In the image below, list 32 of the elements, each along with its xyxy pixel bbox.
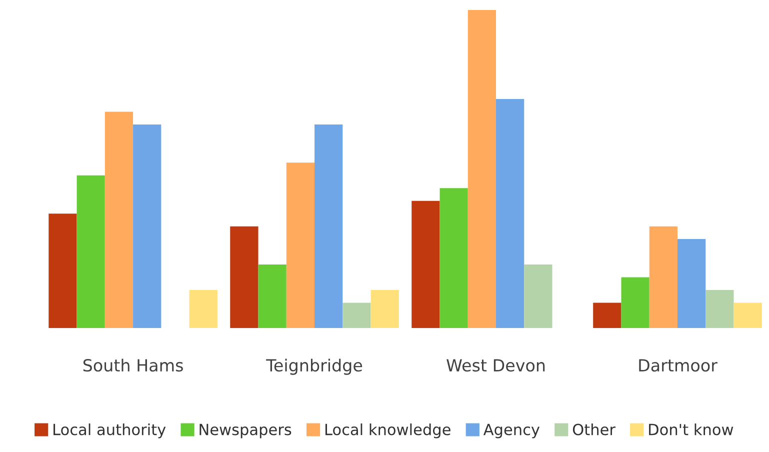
bar [706, 290, 734, 328]
bar [76, 175, 105, 328]
bar [133, 124, 162, 328]
bar [734, 302, 762, 328]
bar [48, 214, 77, 328]
bar [524, 264, 552, 328]
x-tick-label: South Hams [83, 358, 183, 372]
legend-label: Don't know [649, 423, 734, 436]
bar [342, 302, 371, 328]
bar [440, 188, 468, 328]
bar [189, 290, 218, 328]
bar [621, 277, 650, 328]
bar [104, 112, 134, 328]
bar [677, 239, 706, 328]
bar [593, 302, 622, 328]
x-tick-label: Teignbridge [266, 358, 362, 375]
legend-label: Local knowledge [325, 423, 450, 438]
bar [230, 226, 258, 328]
bar [314, 124, 343, 328]
bar [649, 226, 678, 328]
legend-label: Newspapers [200, 424, 292, 438]
bar [468, 10, 496, 328]
legend-label: Agency [483, 424, 540, 438]
bar [412, 200, 440, 328]
x-tick-label: Dartmoor [639, 359, 718, 372]
bar [370, 290, 399, 328]
bar [496, 99, 524, 328]
legend-label: Other [572, 423, 616, 436]
bar [258, 264, 286, 328]
x-tick-label: West Devon [446, 359, 545, 372]
legend-label: Local authority [54, 423, 166, 438]
bar [286, 162, 315, 328]
